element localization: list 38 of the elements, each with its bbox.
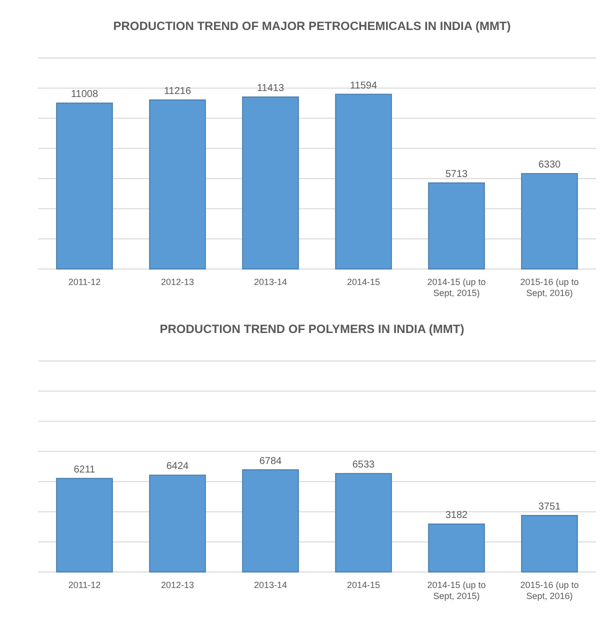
x-tick-label: 2011-12	[68, 277, 101, 287]
data-label: 6424	[166, 461, 190, 472]
bar	[335, 473, 392, 572]
data-label: 3182	[445, 510, 468, 522]
bar	[242, 96, 299, 270]
chart-title: PRODUCTION TREND OF POLYMERS IN INDIA (MMT)	[160, 322, 464, 336]
x-tick-label: 2014-15	[346, 580, 380, 590]
bar	[149, 99, 206, 270]
bar	[56, 102, 113, 270]
x-tick-label: 2014-15 (up to Sept, 2015)	[427, 277, 486, 298]
bar	[149, 474, 206, 572]
bar	[521, 173, 578, 270]
data-label: 6330	[538, 160, 562, 171]
data-label: 3751	[538, 501, 562, 512]
bar	[335, 94, 392, 270]
chart-title: PRODUCTION TREND OF MAJOR PETROCHEMICALS IN INDIA (MMT)	[113, 19, 511, 33]
x-tick-label: 2014-15 (up to Sept, 2015)	[427, 580, 486, 601]
data-label: 5713	[445, 168, 468, 180]
bar	[428, 182, 485, 270]
x-tick-label: 2014-15	[346, 277, 380, 287]
data-label: 11008	[70, 89, 98, 100]
data-label: 6533	[352, 460, 376, 471]
bar	[521, 514, 578, 572]
data-label: 11216	[164, 86, 192, 97]
data-label: 6784	[259, 456, 282, 467]
data-label: 11594	[350, 80, 378, 92]
x-tick-label: 2012-13	[160, 580, 194, 590]
data-label: 11413	[256, 82, 284, 94]
x-tick-label: 2013-14	[254, 580, 288, 590]
x-tick-label: 2015-16 (up to Sept, 2016)	[520, 277, 579, 298]
bar	[56, 478, 113, 572]
x-tick-label: 2012-13	[160, 277, 194, 287]
data-label: 6211	[74, 464, 96, 476]
bar	[242, 469, 299, 572]
x-tick-label: 2011-12	[68, 580, 101, 590]
x-tick-label: 2013-14	[254, 277, 288, 287]
x-tick-label: 2015-16 (up to Sept, 2016)	[520, 580, 579, 601]
bar	[428, 524, 485, 572]
